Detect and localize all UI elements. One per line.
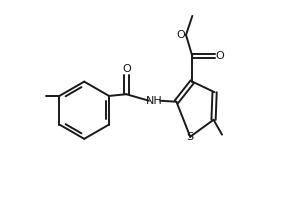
Text: NH: NH bbox=[146, 96, 162, 106]
Text: S: S bbox=[187, 132, 194, 142]
Text: O: O bbox=[216, 51, 224, 61]
Text: O: O bbox=[122, 64, 131, 74]
Text: O: O bbox=[176, 30, 185, 40]
